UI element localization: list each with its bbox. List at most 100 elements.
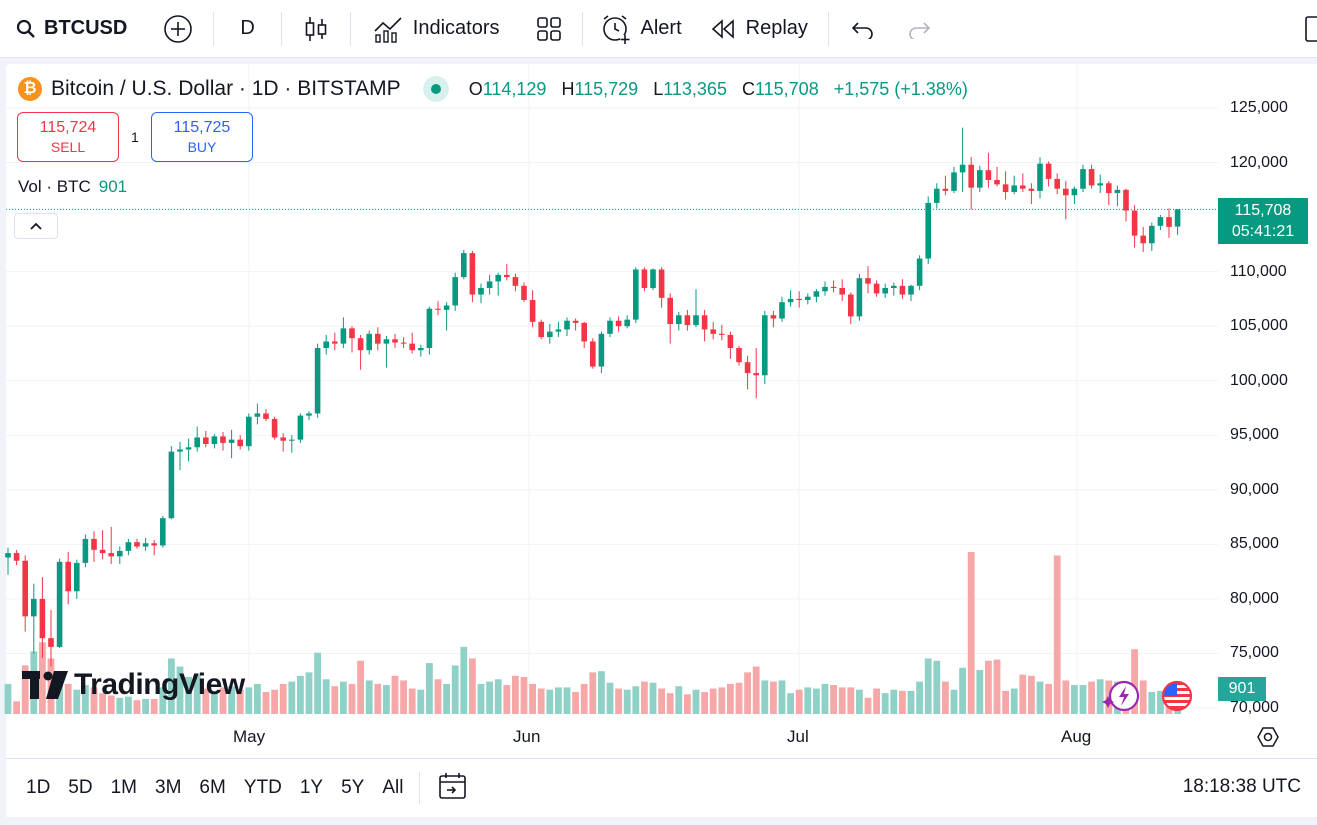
volume-bar [795, 689, 803, 714]
range-button-6m[interactable]: 6M [199, 777, 226, 798]
change-value: +1,575 (+1.38%) [833, 78, 968, 99]
volume-bar [864, 697, 872, 714]
open-value: 114,129 [482, 78, 547, 99]
candle-body [461, 253, 467, 278]
candle-body [529, 300, 536, 322]
country-flag-button[interactable] [1160, 679, 1194, 718]
volume-bar [460, 646, 468, 714]
candle-body [82, 538, 89, 563]
volume-bar [400, 680, 407, 714]
volume-bar [357, 660, 364, 714]
assistant-button[interactable] [1100, 678, 1142, 719]
interval-button[interactable]: D [214, 0, 280, 58]
volume-bar [821, 683, 829, 714]
volume-bar [1131, 649, 1138, 714]
range-button-1y[interactable]: 1Y [299, 777, 324, 798]
compare-button[interactable] [137, 0, 213, 58]
range-button-all[interactable]: All [382, 777, 404, 798]
candle-body [134, 542, 140, 547]
volume-bar [21, 665, 29, 714]
volume-legend[interactable]: Vol · BTC 901 [18, 177, 127, 197]
volume-bar [4, 683, 12, 714]
volume-bar [546, 689, 554, 714]
undo-button[interactable] [829, 0, 891, 58]
candle-body [297, 415, 304, 440]
chart-type-button[interactable] [282, 0, 350, 58]
candle-body [211, 436, 218, 444]
volume-bar [451, 665, 459, 714]
candle-body [641, 269, 648, 288]
indicators-button[interactable]: Indicators [351, 0, 516, 58]
volume-bar [107, 695, 115, 714]
chart-canvas[interactable] [0, 0, 1317, 760]
candle-body [443, 305, 450, 310]
candle-body [74, 562, 80, 592]
current-price-tag: 115,708 05:41:21 [1218, 198, 1308, 244]
volume-bar [150, 698, 158, 714]
candle-body [168, 451, 175, 519]
sell-button[interactable]: 115,724 SELL [17, 112, 119, 162]
bar-countdown: 05:41:21 [1231, 223, 1295, 240]
volume-bar [778, 680, 786, 714]
lightning-sparkle-icon [1102, 680, 1140, 712]
tradingview-mark-icon [22, 671, 68, 699]
collapse-legend-button[interactable] [14, 213, 58, 239]
tradingview-wordmark: TradingView [74, 668, 245, 701]
volume-bar [1062, 680, 1070, 714]
volume-bar [486, 681, 493, 714]
range-button-1m[interactable]: 1M [110, 777, 137, 798]
candle-body [762, 315, 768, 376]
symbol-title[interactable]: Bitcoin / U.S. Dollar · 1D · BITSTAMP [51, 77, 401, 100]
price-label: 120,000 [1230, 154, 1288, 171]
candle-body [805, 296, 811, 300]
chart-settings-button[interactable] [1257, 726, 1279, 753]
range-button-5y[interactable]: 5Y [341, 777, 365, 798]
volume-bar [967, 552, 975, 714]
volume-bar [804, 687, 812, 714]
indicators-label: Indicators [412, 17, 500, 39]
volume-bar [1148, 692, 1156, 714]
candle-body [719, 333, 725, 335]
candle-body [813, 291, 820, 297]
open-key: O [468, 78, 483, 99]
replay-button[interactable]: Replay [694, 0, 828, 58]
redo-button[interactable] [891, 0, 941, 58]
candle-body [925, 202, 931, 259]
volume-bar [193, 674, 201, 714]
fullscreen-button[interactable] [1298, 0, 1317, 58]
clock-timezone[interactable]: 18:18:38 UTC [1182, 776, 1301, 797]
range-button-1d[interactable]: 1D [26, 777, 51, 798]
price-label: 90,000 [1230, 481, 1279, 498]
divider [581, 11, 583, 46]
volume-bar [959, 667, 966, 714]
indicators-icon [374, 16, 402, 43]
templates-button[interactable] [516, 0, 582, 58]
range-button-ytd[interactable]: YTD [243, 777, 282, 798]
range-button-5d[interactable]: 5D [68, 777, 93, 798]
candlesticks [5, 127, 1181, 667]
candle-body [1106, 183, 1112, 194]
volume-bar [39, 642, 46, 714]
candle-body [400, 342, 407, 344]
candle-body [185, 447, 192, 450]
range-button-3m[interactable]: 3M [155, 777, 182, 798]
volume-bar [890, 689, 898, 714]
volume-bar [133, 700, 141, 714]
candle-body [959, 164, 966, 173]
chart-panel[interactable] [6, 64, 1317, 758]
divider [280, 11, 282, 46]
candle-body [572, 320, 579, 323]
volume-bar [142, 698, 149, 714]
market-status-icon[interactable] [422, 76, 449, 102]
candle-body [873, 283, 880, 294]
buy-button[interactable]: 115,725 BUY [151, 112, 253, 162]
go-to-date-button[interactable] [438, 771, 468, 806]
candle-body [796, 298, 802, 300]
alert-button[interactable]: Alert [583, 0, 694, 58]
tradingview-logo[interactable]: TradingView [22, 668, 245, 702]
volume-bar [924, 658, 932, 714]
volume-bar [99, 693, 106, 714]
candle-body [658, 269, 665, 298]
candle-body [512, 277, 519, 286]
symbol-search[interactable]: BTCUSD [0, 0, 137, 58]
